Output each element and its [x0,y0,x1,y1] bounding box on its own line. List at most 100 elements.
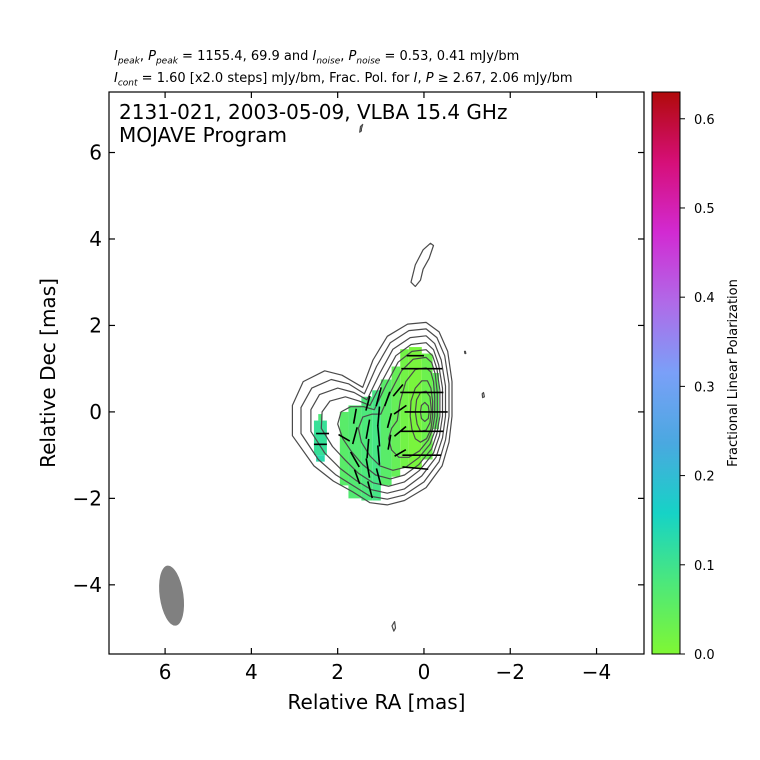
i-symbol-4: I [413,71,418,86]
colorbar-tick-label-3: 0.3 [694,380,715,395]
fractional-polarization-layer [313,347,440,501]
y-tick-label-1: 4 [89,227,102,251]
y-tick-label-5: −4 [73,573,102,597]
evpa-vector-6 [353,469,361,485]
contour-2 [310,335,447,494]
sep-2: , [340,49,349,64]
contour-4 [337,349,441,480]
colorbar-tick-label-0: 0.0 [694,648,715,663]
axis-ticks: 6 4 2 0 −2 −4 6 4 2 0 −2 −4 [73,92,644,684]
y-tick-label-0: 6 [89,141,102,165]
evpa-vector-18 [386,413,393,429]
colorbar [651,91,681,655]
contour-info: = 1.60 [x2.0 steps] mJy/bm, Frac. Pol. f… [137,71,414,86]
pol-fraction-cell-0 [313,420,327,456]
evpa-vector-17 [383,391,391,407]
contour-11 [359,123,364,133]
beam-ellipse [159,565,185,626]
plot-title-line-1: 2131-021, 2003-05-09, VLBA 15.4 GHz [119,100,507,124]
evpa-vector-2 [338,433,351,442]
evpa-vector-14 [376,424,381,447]
sub-peak: peak [117,56,140,67]
noise-values: = 0.53, 0.41 mJy/bm [380,49,520,64]
evpa-vector-19 [387,434,392,450]
p-symbol: P [148,49,156,64]
threshold-values: ≥ 2.67, 2.06 mJy/bm [433,71,573,86]
evpa-vector-7 [365,395,371,411]
contour-8 [414,390,432,432]
stats-header-line-2: Icont = 1.60 [x2.0 steps] mJy/bm, Frac. … [114,71,573,89]
x-tick-label-4: −2 [496,660,525,684]
evpa-vector-15 [377,445,381,465]
evpa-vector-10 [365,458,371,478]
pol-fraction-cell-2 [318,414,323,421]
axes-frame [108,91,645,655]
colorbar-tick-label-1: 0.1 [694,559,715,574]
contour-7 [409,380,434,443]
peak-values: = 1155.4, 69.9 and [177,49,313,64]
y-axis-label: Relative Dec [mas] [36,278,60,468]
contour-0 [291,321,453,506]
contour-13 [463,350,467,355]
contour-layer [291,123,485,632]
i-symbol-3: I [114,71,118,86]
evpa-vector-9 [366,438,370,459]
y-tick-label-2: 2 [89,313,102,337]
x-tick-label-3: 0 [418,660,431,684]
y-tick-label-3: 0 [89,400,102,424]
evpa-vector-23 [394,449,407,457]
sub-cont: cont [117,78,138,89]
x-tick-label-5: −4 [582,660,611,684]
contour-10 [410,242,435,288]
plot-title-line-2: MOJAVE Program [119,123,287,147]
evpa-vector-layer [313,354,448,499]
pol-fraction-cell-1 [316,455,325,462]
sep-3: , [417,71,426,86]
evpa-vector-21 [393,404,407,415]
evpa-vector-12 [375,387,382,407]
contour-14 [481,391,485,399]
evpa-vector-16 [375,468,382,486]
contour-3 [320,342,444,487]
sub-noise: noise [316,56,341,67]
colorbar-tick-label-5: 0.5 [694,202,715,217]
x-tick-label-1: 4 [245,660,258,684]
contour-5 [357,356,438,471]
pol-fraction-cell-7 [380,379,392,486]
evpa-vector-11 [367,481,374,499]
sub-noise-p: noise [356,56,381,67]
evpa-vector-8 [365,419,371,439]
colorbar-tick-label-4: 0.4 [694,291,715,306]
evpa-vector-30 [402,466,429,471]
contour-12 [391,620,397,632]
sub-peak-p: peak [155,56,178,67]
colorbar-tick-label-2: 0.2 [694,470,715,485]
i-symbol-2: I [312,49,317,64]
stats-header-line-1: Ipeak, Ppeak = 1155.4, 69.9 and Inoise, … [114,49,519,67]
pol-fraction-cell-6 [372,390,381,501]
pol-fraction-cell-12 [432,373,440,430]
colorbar-label: Fractional Linear Polarization [726,279,741,467]
evpa-vector-3 [352,408,358,424]
pol-fraction-cell-5 [361,396,373,501]
y-tick-label-4: −2 [73,486,102,510]
i-symbol: I [114,49,118,64]
pol-fraction-cell-3 [339,411,349,486]
colorbar-ticks: 0.0 0.1 0.2 0.3 0.4 0.5 0.6 [680,113,715,663]
pol-fraction-cell-11 [421,353,433,460]
x-tick-label-2: 2 [331,660,344,684]
evpa-vector-13 [377,406,381,426]
x-axis-label: Relative RA [mas] [288,690,466,714]
evpa-vector-4 [351,427,358,445]
contour-1 [300,328,450,500]
colorbar-tick-label-6: 0.6 [694,113,715,128]
p-symbol-2: P [348,49,357,64]
sep: , [139,49,149,64]
pol-fraction-cell-9 [400,349,409,469]
contour-6 [388,367,436,458]
x-tick-label-0: 6 [159,660,172,684]
evpa-vector-5 [349,451,360,468]
evpa-vector-20 [392,383,404,397]
